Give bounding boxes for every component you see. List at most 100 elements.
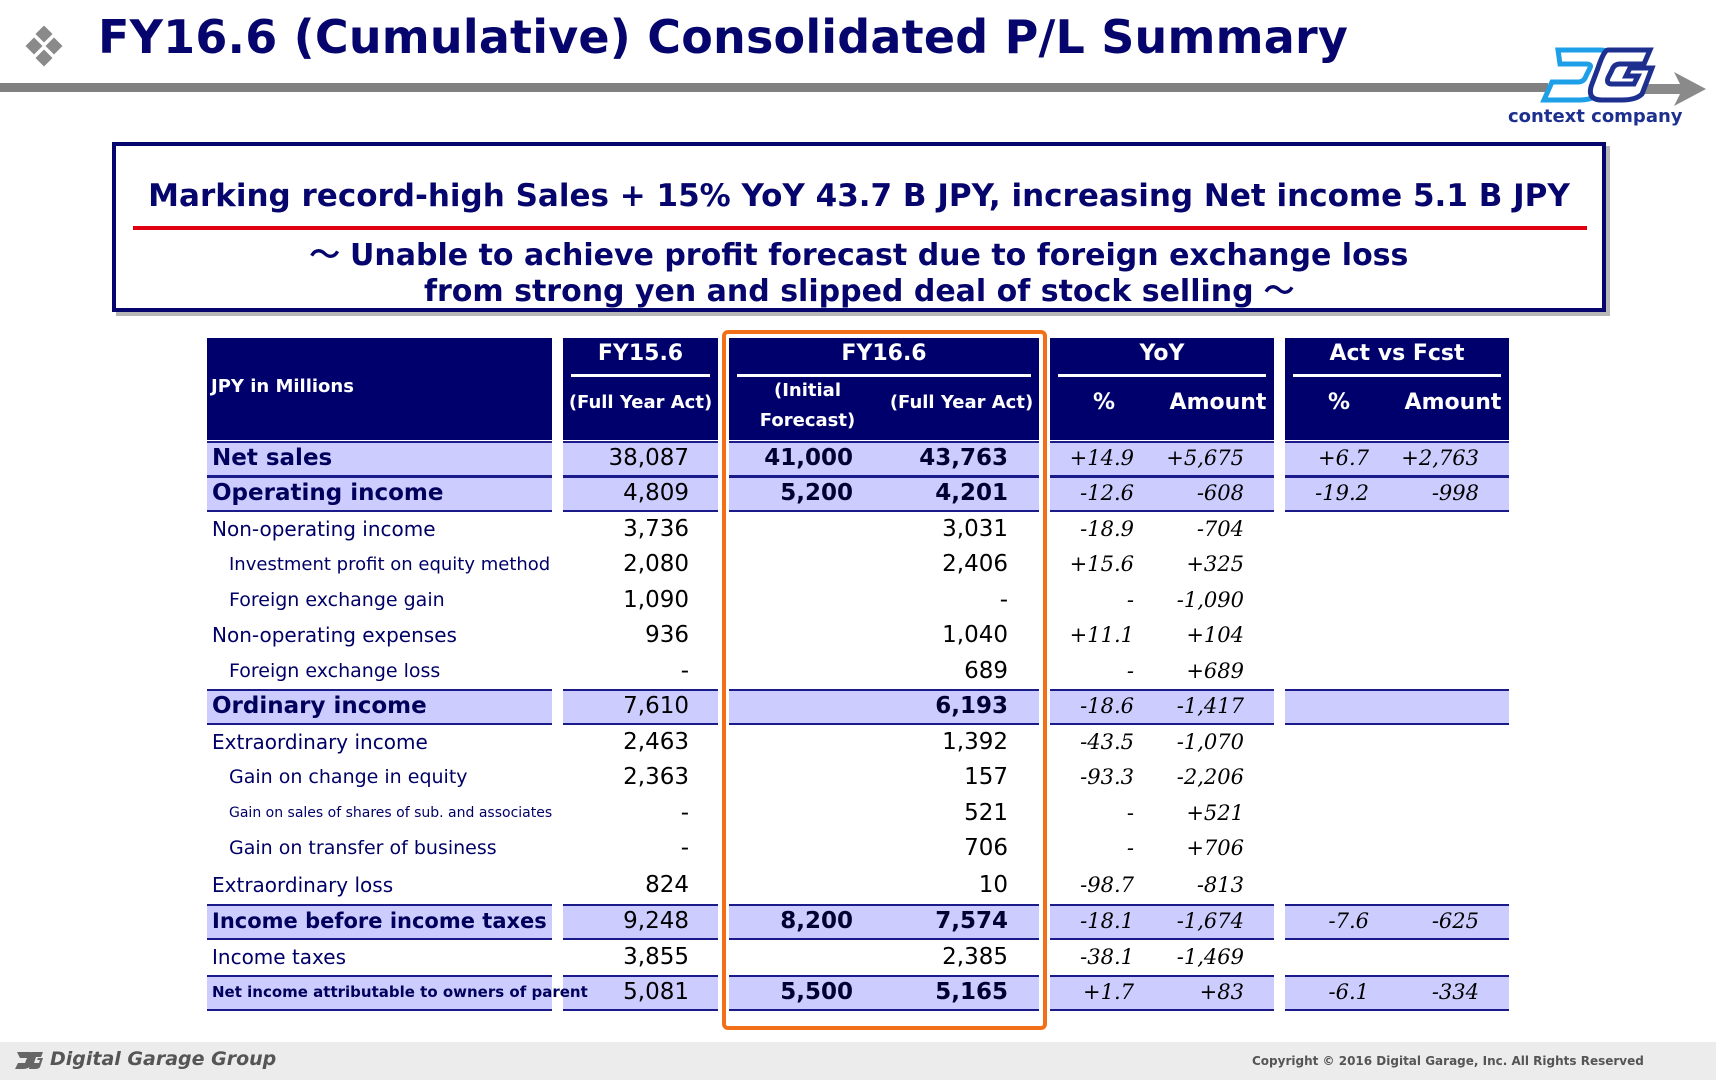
fy16-actual-value: 157 [964, 764, 1008, 790]
avf-title: Act vs Fcst [1329, 341, 1465, 366]
fy16-actual-value: 706 [964, 835, 1008, 861]
avf-rule [1293, 374, 1501, 377]
fy15-value: - [680, 835, 689, 861]
fy15-value: 3,736 [623, 516, 689, 542]
yoy-amount-value: -813 [1196, 873, 1244, 897]
row-label: Net income attributable to owners of par… [212, 983, 588, 1001]
row-highlight-band [207, 441, 552, 477]
fy16-actual-value: 43,763 [919, 445, 1008, 471]
fy16-actual-value: 2,406 [942, 551, 1008, 577]
row-highlight-band [563, 689, 718, 725]
yoy-amount-value: -1,417 [1176, 694, 1244, 718]
row-highlight-band [207, 689, 552, 725]
row-highlight-band [729, 689, 1039, 725]
row-label: Income before income taxes [212, 909, 547, 933]
dg-small-logo-icon [15, 1052, 43, 1069]
yoy-pct-value: - [1126, 801, 1134, 825]
fy15-value: 824 [645, 872, 689, 898]
yoy-pct-value: -93.3 [1080, 765, 1134, 789]
avf-amount-value [1375, 761, 1479, 794]
row-highlight-band [207, 476, 552, 512]
yoy-amount-value: -1,070 [1176, 730, 1244, 754]
header-fy16: FY16.6 (Initial Forecast) (Full Year Act… [729, 338, 1039, 440]
avf-pct-value [1285, 655, 1369, 688]
fy15-value: 4,809 [623, 480, 689, 506]
fy15-title: FY15.6 [597, 341, 684, 366]
row-highlight-band [1285, 689, 1509, 725]
fy16-actual-value: 2,385 [942, 944, 1008, 970]
yoy-amount-value: +325 [1186, 552, 1244, 576]
yoy-pct-value: +11.1 [1069, 623, 1134, 647]
fy16-initial-value: 8,200 [780, 908, 853, 934]
fy15-value: 38,087 [608, 445, 689, 471]
yoy-pct-value: +15.6 [1069, 552, 1134, 576]
row-label: Non-operating expenses [212, 623, 457, 647]
row-highlight-band [207, 975, 552, 1011]
row-label: Operating income [212, 480, 444, 506]
fy15-rule [571, 374, 710, 377]
yoy-pct-value: +1.7 [1083, 980, 1134, 1004]
yoy-pct-value: -18.6 [1080, 694, 1134, 718]
avf-amount-value [1375, 726, 1479, 759]
row-label: Gain on sales of shares of sub. and asso… [229, 805, 553, 821]
header-act-vs-fcst: Act vs Fcst % Amount [1285, 338, 1509, 440]
arrow-right-icon [1640, 72, 1706, 106]
title-bar: FY16.6 (Cumulative) Consolidated P/L Sum… [0, 0, 1716, 127]
fy15-value: 9,248 [623, 908, 689, 934]
avf-amount-value [1375, 832, 1479, 865]
row-label: Foreign exchange loss [229, 660, 441, 682]
avf-amount-value [1375, 690, 1479, 723]
row-highlight-band [563, 975, 718, 1011]
fy15-value: 2,363 [623, 764, 689, 790]
yoy-pct-header: % [1092, 390, 1116, 415]
yoy-amount-value: +83 [1199, 980, 1244, 1004]
fy16-initial-forecast: (Initial Forecast) [759, 380, 856, 431]
avf-pct-value: -19.2 [1315, 481, 1369, 505]
fy16-actual-value: 1,392 [942, 729, 1008, 755]
summary-callout: Marking record-high Sales + 15% YoY 43.7… [112, 142, 1606, 312]
fy15-value: 2,463 [623, 729, 689, 755]
fy16-initial-value: 5,500 [780, 979, 853, 1005]
fy15-value: 3,855 [623, 944, 689, 970]
row-highlight-band [1050, 904, 1274, 940]
fy15-value: 7,610 [623, 693, 689, 719]
row-label: Income taxes [212, 945, 346, 969]
yoy-pct-value: - [1126, 659, 1134, 683]
fy16-actual-value: 689 [964, 658, 1008, 684]
row-label: Gain on transfer of business [229, 837, 497, 859]
footer-company-name: Digital Garage Group [50, 1048, 277, 1070]
yoy-amount-value: +689 [1186, 659, 1244, 683]
dg-logo-icon [1540, 47, 1656, 103]
fy16-actual-value: 4,201 [935, 480, 1008, 506]
fy16-initial-value: 5,200 [780, 480, 853, 506]
copyright-text: Copyright © 2016 Digital Garage, Inc. Al… [1252, 1054, 1644, 1068]
yoy-pct-value: -12.6 [1080, 481, 1134, 505]
yoy-pct-value: -18.1 [1080, 909, 1134, 933]
avf-amount-header: Amount [1404, 390, 1502, 415]
avf-amount-value: -998 [1431, 481, 1479, 505]
callout-red-rule [133, 226, 1587, 230]
title-divider [0, 83, 1548, 92]
avf-amount-value [1375, 655, 1479, 688]
avf-pct-value [1285, 513, 1369, 546]
fy15-value: - [680, 800, 689, 826]
avf-pct-header: % [1327, 390, 1351, 415]
fy15-value: - [680, 658, 689, 684]
fy15-sub: (Full Year Act) [568, 392, 713, 413]
fy15-value: 936 [645, 622, 689, 648]
yoy-amount-value: -2,206 [1176, 765, 1244, 789]
yoy-amount-value: +104 [1186, 623, 1244, 647]
avf-pct-value [1285, 548, 1369, 581]
row-highlight-band [1285, 975, 1509, 1011]
fy16-actual-value: 10 [978, 872, 1008, 898]
row-highlight-band [1050, 975, 1274, 1011]
avf-pct-value [1285, 761, 1369, 794]
yoy-pct-value: +14.9 [1069, 446, 1134, 470]
header-yoy: YoY % Amount [1050, 338, 1274, 440]
fy16-title: FY16.6 [841, 341, 927, 366]
row-highlight-band [729, 975, 1039, 1011]
avf-pct-value [1285, 869, 1369, 902]
yoy-title: YoY [1139, 341, 1185, 366]
fy16-actual-value: 521 [964, 800, 1008, 826]
yoy-amount-header: Amount [1169, 390, 1267, 415]
